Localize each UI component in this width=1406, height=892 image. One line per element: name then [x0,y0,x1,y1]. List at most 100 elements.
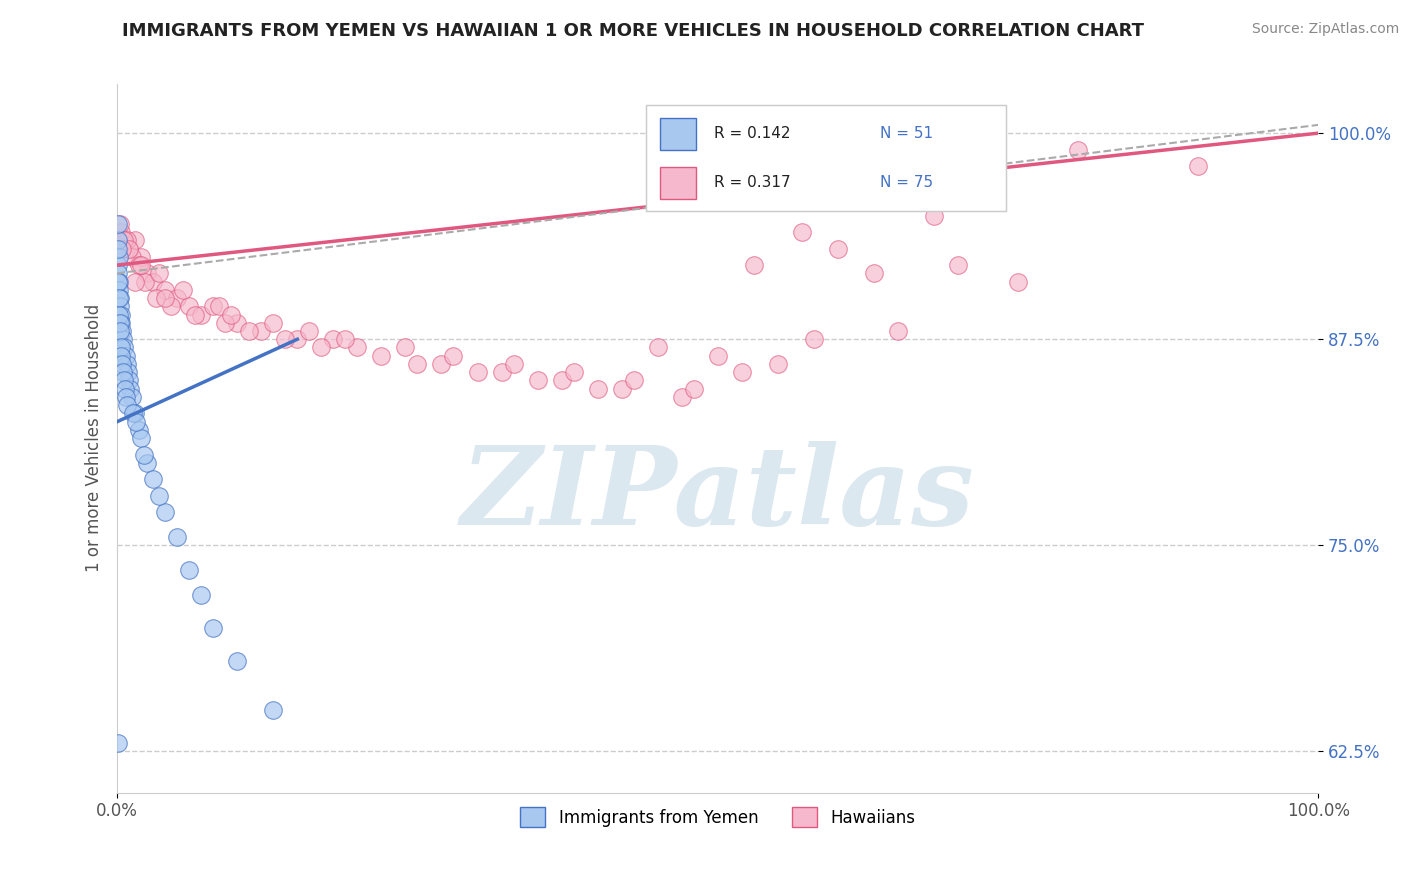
Point [160,299,183,313]
Point [129,250,152,264]
Point [112,374,135,388]
Text: IMMIGRANTS FROM YEMEN VS HAWAIIAN 1 OR MORE VEHICLES IN HOUSEHOLD CORRELATION CH: IMMIGRANTS FROM YEMEN VS HAWAIIAN 1 OR M… [122,22,1143,40]
Point [148,266,170,280]
Point [394,341,416,355]
Point [863,266,886,280]
Point [112,233,135,247]
Point [112,233,135,247]
Point [117,398,139,412]
Point [107,258,129,272]
Point [128,258,150,272]
Point [111,242,134,256]
Point [467,365,489,379]
Point [108,324,131,338]
Point [285,332,308,346]
Point [346,341,368,355]
Point [550,374,572,388]
Point [190,588,212,602]
Point [1187,159,1209,173]
Point [250,324,273,338]
Point [184,308,207,322]
Point [311,341,333,355]
Point [647,341,669,355]
Point [406,357,429,371]
Point [124,275,146,289]
Point [120,382,142,396]
Point [214,316,236,330]
Text: ZIPatlas: ZIPatlas [461,442,974,549]
Point [370,349,392,363]
Point [125,415,148,429]
Point [118,242,141,256]
Point [136,266,159,280]
Point [117,365,139,379]
Point [790,225,813,239]
Point [706,349,728,363]
Point [851,192,873,206]
Point [946,258,969,272]
Point [155,283,177,297]
Point [107,250,129,264]
Point [491,365,513,379]
Point [110,316,132,330]
Point [129,431,152,445]
Point [107,233,129,247]
Point [121,406,143,420]
Point [114,382,136,396]
Point [145,291,167,305]
Point [166,530,188,544]
Point [121,390,143,404]
Point [430,357,453,371]
Point [202,621,225,635]
Point [827,242,849,256]
Point [108,308,131,322]
Point [238,324,260,338]
Point [134,275,156,289]
Point [262,316,284,330]
Point [586,382,609,396]
Point [610,382,633,396]
Point [226,316,249,330]
Point [1067,143,1090,157]
Y-axis label: 1 or more Vehicles in Household: 1 or more Vehicles in Household [86,304,103,573]
Point [172,283,194,297]
Point [107,242,129,256]
Point [179,563,201,577]
Point [155,505,177,519]
Point [107,291,129,305]
Point [115,357,138,371]
Point [803,332,825,346]
Point [108,316,131,330]
Point [922,209,945,223]
Text: Source: ZipAtlas.com: Source: ZipAtlas.com [1251,22,1399,37]
Point [111,324,134,338]
Point [108,283,131,297]
Point [274,332,297,346]
Point [132,448,155,462]
Point [110,225,132,239]
Point [155,291,177,305]
Point [1007,275,1029,289]
Point [742,258,765,272]
Point [443,349,465,363]
Point [202,299,225,313]
Point [731,365,754,379]
Point [108,217,131,231]
Point [107,736,129,750]
Point [111,365,134,379]
Point [124,406,146,420]
Point [112,341,135,355]
Point [108,299,131,313]
Point [111,357,134,371]
Point [136,456,159,470]
Point [221,308,243,322]
Point [107,217,129,231]
Point [148,489,170,503]
Point [887,324,910,338]
Point [335,332,357,346]
Point [208,299,231,313]
Point [124,233,146,247]
Point [128,423,150,437]
Point [112,332,135,346]
Point [671,390,693,404]
